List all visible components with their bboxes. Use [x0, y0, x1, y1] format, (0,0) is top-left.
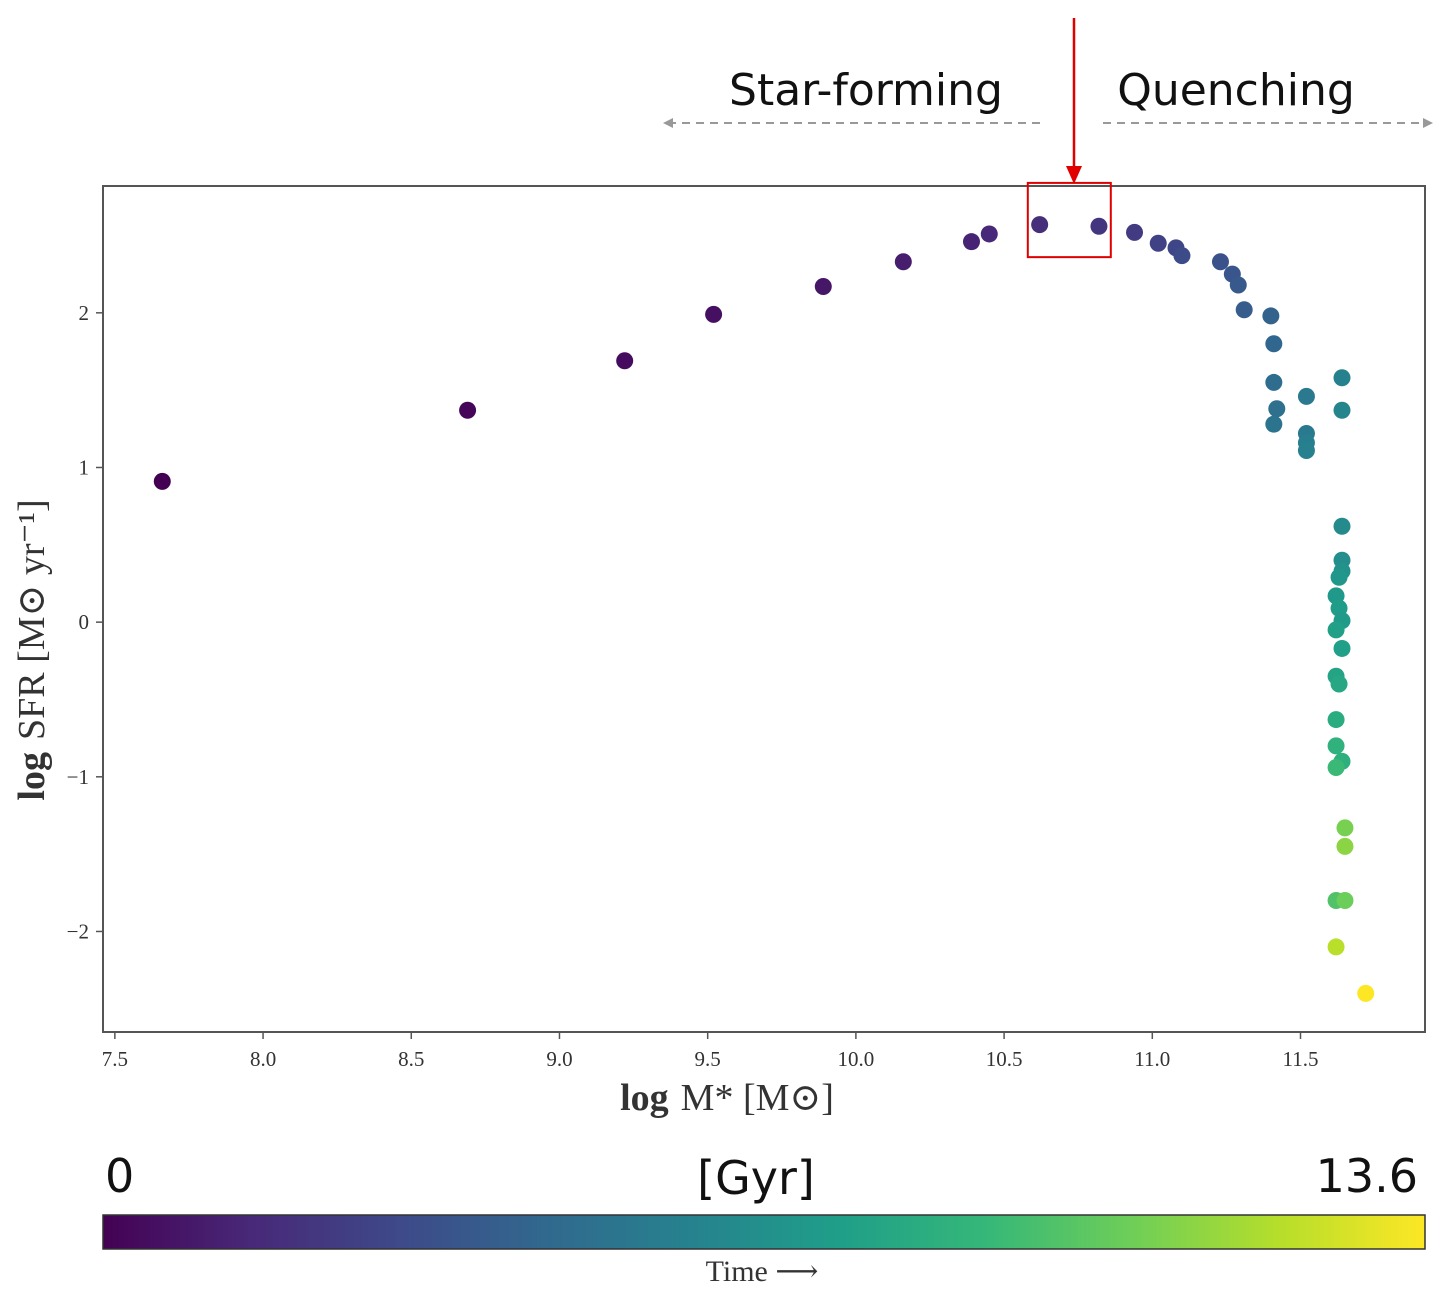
data-point	[1265, 335, 1283, 353]
scatter-points	[153, 216, 1375, 1002]
data-point	[1336, 837, 1354, 855]
data-point	[1333, 369, 1351, 387]
colorbar-unit-label: [Gyr]	[697, 1151, 815, 1205]
data-point	[962, 233, 980, 251]
data-point	[459, 401, 477, 419]
data-point	[1333, 639, 1351, 657]
x-axis-label: log M* [M⊙]	[620, 1077, 834, 1119]
x-tick-label: 11.5	[1283, 1047, 1319, 1071]
data-point	[1327, 621, 1345, 639]
data-point	[1333, 401, 1351, 419]
data-point	[1268, 400, 1286, 418]
data-point	[1173, 247, 1191, 265]
data-point	[1336, 819, 1354, 837]
transition-arrow-head	[1066, 166, 1082, 184]
y-axis-ticks: −2 −1 0 1 2	[67, 301, 103, 943]
data-point	[1330, 568, 1348, 586]
colorbar-caption: Time ⟶	[706, 1255, 819, 1288]
x-axis-ticks: 7.5 8.0 8.5 9.0 9.5 10.0 10.5 11.0 11.5	[102, 1032, 1319, 1071]
data-point	[153, 472, 171, 490]
x-tick-label: 9.0	[546, 1047, 572, 1071]
data-point	[814, 278, 832, 296]
data-point	[1327, 737, 1345, 755]
quenching-label: Quenching	[1117, 65, 1355, 116]
data-point	[980, 225, 998, 243]
x-tick-label: 9.5	[695, 1047, 721, 1071]
data-point	[1327, 759, 1345, 777]
colorbar: 0 [Gyr] 13.6 Time ⟶	[102, 1149, 1426, 1288]
data-point	[1327, 711, 1345, 729]
data-point	[1357, 984, 1375, 1002]
data-point	[1297, 387, 1315, 405]
data-point	[894, 253, 912, 271]
y-axis-label-log: log	[11, 752, 53, 801]
data-point	[1336, 892, 1354, 910]
x-tick-label: 8.5	[398, 1047, 424, 1071]
y-tick-label: 0	[79, 610, 90, 634]
y-axis-label-rest: SFR [M⊙ yr⁻¹]	[11, 499, 53, 740]
data-point	[1229, 276, 1247, 294]
colorbar-gradient-bar	[102, 1214, 1426, 1250]
x-tick-label: 10.5	[986, 1047, 1023, 1071]
colorbar-max-label: 13.6	[1316, 1149, 1418, 1203]
data-point	[1262, 307, 1280, 325]
data-point	[1031, 216, 1049, 234]
star-forming-label: Star-forming	[729, 65, 1003, 116]
y-axis-label: log SFR [M⊙ yr⁻¹]	[11, 499, 53, 800]
y-tick-label: −1	[67, 765, 89, 789]
data-point	[1265, 415, 1283, 433]
x-axis-label-log: log	[620, 1077, 669, 1119]
plot-frame	[102, 185, 1426, 1033]
data-point	[705, 305, 723, 323]
data-point	[1330, 675, 1348, 693]
data-point	[1126, 223, 1144, 241]
data-point	[1327, 938, 1345, 956]
data-point	[1090, 217, 1108, 235]
x-axis-label-rest: M* [M⊙]	[681, 1077, 834, 1119]
x-tick-label: 8.0	[250, 1047, 276, 1071]
x-tick-label: 11.0	[1134, 1047, 1170, 1071]
data-point	[1149, 234, 1167, 252]
highlight-box	[1026, 181, 1112, 259]
y-tick-label: 2	[79, 301, 90, 325]
data-point	[1265, 373, 1283, 391]
phase-annotations: Star-forming Quenching	[663, 18, 1433, 184]
x-tick-label: 7.5	[102, 1047, 128, 1071]
data-point	[1211, 253, 1229, 271]
colorbar-min-label: 0	[105, 1149, 134, 1203]
data-point	[1333, 517, 1351, 535]
y-tick-label: −2	[67, 919, 89, 943]
x-tick-label: 10.0	[838, 1047, 875, 1071]
y-tick-label: 1	[79, 455, 90, 479]
data-point	[1297, 441, 1315, 459]
data-point	[616, 352, 634, 370]
data-point	[1235, 301, 1253, 319]
